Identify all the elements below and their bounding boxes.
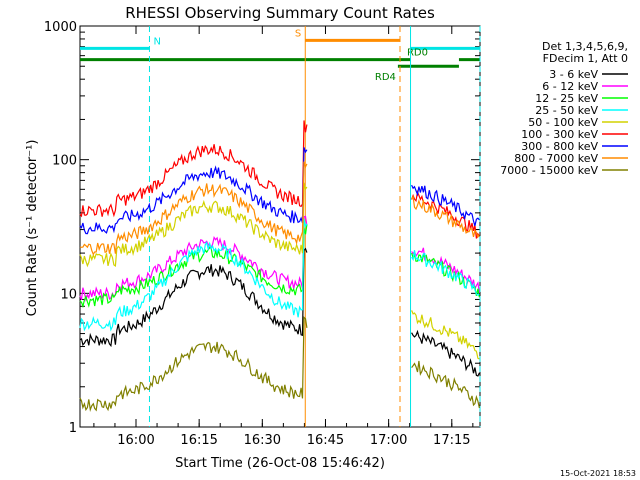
x-tick-label: 16:00	[117, 433, 154, 448]
y-tick-label: 100	[52, 154, 77, 169]
footer-timestamp: 15-Oct-2021 18:53	[560, 469, 636, 478]
y-tick-label: 10	[60, 287, 77, 302]
series-line-5	[79, 120, 480, 239]
flag-label: RD0	[407, 48, 428, 59]
x-tick-label: 17:15	[433, 433, 470, 448]
series-line-3	[79, 218, 480, 332]
y-tick-label: 1000	[44, 20, 77, 35]
legend-entry: 300 - 800 keV	[521, 140, 598, 153]
legend-entry: 3 - 6 keV	[549, 68, 598, 81]
flag-label: N	[153, 36, 160, 47]
y-tick-label: 1	[69, 421, 77, 436]
series-line-6	[79, 147, 480, 235]
series-line-4	[79, 182, 480, 360]
series-line-0	[79, 247, 480, 377]
series-line-7	[79, 161, 480, 256]
x-tick-label: 17:00	[370, 433, 407, 448]
flag-label: S	[295, 28, 301, 39]
y-axis-label: Count Rate (s⁻¹ detector⁻¹)	[25, 140, 40, 317]
legend-entry: 7000 - 15000 keV	[500, 164, 598, 177]
legend-header: Det 1,3,4,5,6,9,	[542, 40, 628, 53]
series-line-8	[79, 316, 480, 412]
legend-entry: 25 - 50 keV	[535, 104, 598, 117]
series-line-2	[79, 224, 480, 309]
legend-entry: 12 - 25 keV	[535, 92, 598, 105]
legend-entry: 800 - 7000 keV	[514, 152, 598, 165]
legend-entry: 50 - 100 keV	[528, 116, 598, 129]
chart-title: RHESSI Observing Summary Count Rates	[125, 4, 435, 22]
legend-entry: 100 - 300 keV	[521, 128, 598, 141]
x-tick-label: 16:30	[244, 433, 281, 448]
legend-entry: 6 - 12 keV	[542, 80, 598, 93]
flag-label: RD4	[375, 72, 396, 83]
x-tick-label: 16:15	[180, 433, 217, 448]
x-axis-label: Start Time (26-Oct-08 15:46:42)	[175, 456, 385, 471]
legend-header: FDecim 1, Att 0	[543, 52, 628, 65]
x-tick-label: 16:45	[307, 433, 344, 448]
